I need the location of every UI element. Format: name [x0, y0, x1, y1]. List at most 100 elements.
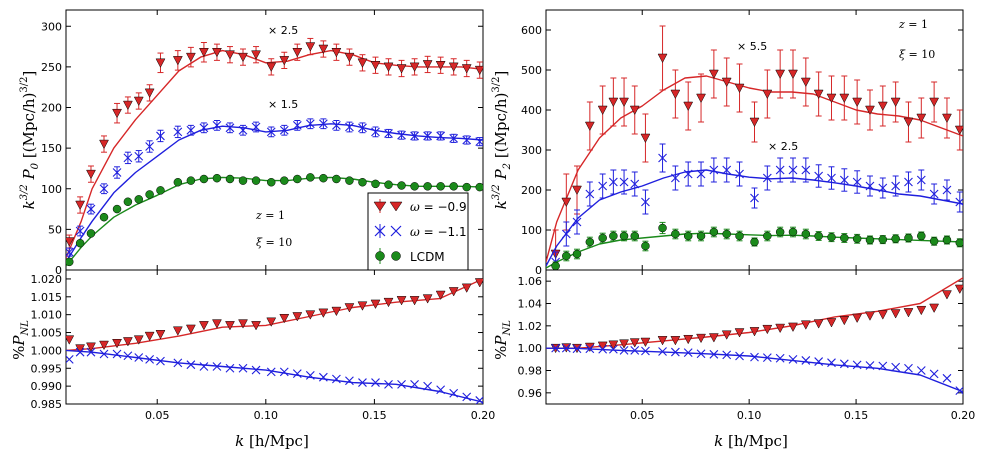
data-point	[619, 177, 629, 187]
series-x	[66, 347, 483, 404]
data-point	[225, 363, 235, 373]
data-point	[696, 333, 706, 344]
data-point	[99, 184, 109, 194]
legend-label-omega-minus-1-1: ω = −1.1	[410, 225, 467, 239]
data-point	[891, 234, 900, 244]
data-point	[370, 299, 381, 309]
data-point	[629, 105, 640, 116]
y-tick-label: 1.04	[518, 298, 543, 311]
data-point	[345, 122, 354, 132]
plot-bottom-left: 0.985 0.990 0.995 1.000 1.005 1.010 1.015 1.020…	[31, 269, 496, 422]
ylabel-top-left: k3/2 P0 [(Mpc/h)3/2]	[19, 71, 41, 210]
data-point	[929, 303, 940, 314]
x-tick-label: 0.05	[145, 409, 170, 422]
data-point	[826, 318, 837, 328]
data-point	[370, 61, 381, 71]
data-point	[225, 50, 235, 60]
data-point	[462, 392, 472, 402]
y-tick-label: 300	[521, 144, 542, 157]
plot-area	[66, 37, 483, 267]
right-column: 0 100 200 300 400 500 600 0.96 0.98 1.00 1.02 1.04…	[491, 9, 975, 450]
xlabel-right: k [h/Mpc]	[714, 432, 788, 450]
data-point	[123, 351, 133, 361]
data-point	[608, 177, 618, 187]
data-point	[198, 48, 209, 58]
y-tick-label: 150	[41, 142, 62, 155]
data-point	[916, 305, 927, 316]
data-point	[852, 177, 862, 187]
data-point	[658, 153, 667, 163]
plot-top-left: 0 50 100 150 200 250 300	[41, 9, 484, 277]
data-point	[800, 320, 811, 330]
x-tick-label: 0.15	[362, 409, 387, 422]
data-point	[800, 77, 811, 88]
data-point	[384, 129, 393, 138]
y-tick-label: 1.000	[31, 344, 63, 357]
data-point	[122, 337, 133, 347]
data-point	[410, 131, 419, 141]
data-point	[801, 356, 811, 365]
data-point	[640, 337, 651, 348]
legend-marker-circle-2	[391, 251, 401, 261]
data-point	[696, 169, 706, 179]
data-point	[212, 48, 222, 58]
xlabel-left: k [h/Mpc]	[235, 432, 309, 450]
data-point	[696, 231, 706, 241]
data-point	[630, 346, 640, 355]
series-x	[546, 143, 963, 270]
data-point	[461, 283, 472, 293]
y-tick-label: 1.005	[31, 327, 63, 340]
data-point	[929, 236, 939, 246]
ylabel-bottom-right: %PNL	[492, 320, 513, 360]
y-tick-label: 200	[521, 184, 542, 197]
y-tick-label: 500	[521, 64, 542, 77]
y-tick-label: 1.00	[518, 342, 543, 355]
data-point	[561, 229, 571, 239]
data-point	[708, 69, 719, 80]
data-point	[99, 212, 109, 222]
data-point	[474, 65, 483, 76]
data-point	[358, 123, 367, 133]
data-point	[306, 173, 315, 182]
data-point	[156, 131, 165, 141]
data-point	[145, 142, 155, 151]
data-point	[145, 190, 154, 199]
legend-item-lcdm: LCDM	[375, 248, 445, 264]
data-point	[474, 278, 483, 288]
data-point	[318, 44, 329, 55]
data-point	[436, 182, 445, 191]
data-point	[305, 371, 315, 380]
series-triangle-down	[546, 277, 963, 354]
data-point	[619, 97, 629, 108]
data-point	[358, 178, 367, 187]
data-point	[630, 231, 639, 241]
data-point	[696, 349, 706, 359]
data-point	[173, 358, 183, 368]
data-point	[251, 176, 261, 185]
data-point	[292, 48, 303, 58]
data-point	[722, 350, 732, 360]
data-point	[344, 52, 355, 63]
data-point	[814, 231, 823, 241]
x-tick-label: 0.20	[471, 409, 496, 422]
data-point	[658, 223, 667, 233]
ylabel-bottom-left: %PNL	[10, 320, 31, 360]
x-tick-label: 0.10	[737, 409, 762, 422]
data-point	[709, 227, 719, 237]
data-point	[318, 308, 329, 318]
data-point	[608, 340, 619, 350]
data-point	[865, 361, 875, 370]
data-point	[384, 180, 393, 189]
data-point	[630, 179, 640, 189]
x-tick-label: 0.10	[254, 409, 279, 422]
data-point	[305, 119, 315, 129]
y-tick-label: 0.96	[518, 387, 543, 400]
series-curve	[546, 277, 963, 349]
data-point	[134, 353, 144, 362]
data-point	[722, 229, 731, 239]
data-point	[410, 379, 419, 389]
data-point	[658, 347, 667, 356]
x-tick-label: 0.05	[630, 409, 655, 422]
data-point	[475, 396, 483, 404]
